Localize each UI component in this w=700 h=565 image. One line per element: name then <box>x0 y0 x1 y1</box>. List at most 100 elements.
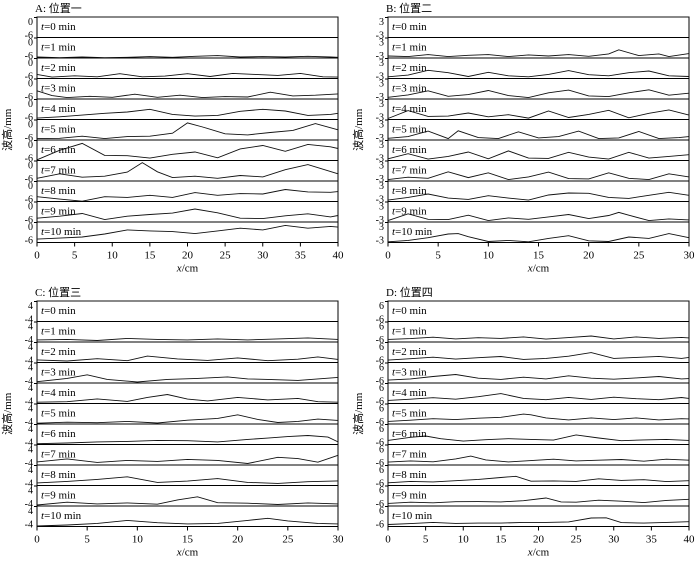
x-axis-label: x/cm <box>176 547 199 559</box>
y-tick-label: 3 <box>379 140 384 151</box>
y-tick-label: -4 <box>25 315 33 326</box>
series-line <box>36 414 339 424</box>
series-label: t=4 min <box>41 103 76 115</box>
y-tick-label: -4 <box>25 417 33 428</box>
y-tick-label: 4 <box>28 363 33 374</box>
y-tick-label: -6 <box>25 215 33 226</box>
series-line <box>36 355 339 362</box>
y-tick-label: 0 <box>28 99 33 110</box>
x-tick-label: 30 <box>684 250 696 262</box>
y-axis-label: 波高/mm <box>351 108 365 151</box>
series-label: t=10 min <box>392 510 433 522</box>
x-tick-label: 15 <box>182 534 194 546</box>
series-line <box>387 211 690 222</box>
y-tick-label: 4 <box>28 424 33 435</box>
y-tick-label: -6 <box>25 236 33 247</box>
series-line <box>387 191 690 201</box>
x-tick-label: 15 <box>495 534 507 546</box>
y-tick-label: -6 <box>376 499 384 510</box>
x-tick-label: 30 <box>257 250 269 262</box>
y-tick-label: -3 <box>376 215 384 226</box>
x-tick-label: 20 <box>533 534 545 546</box>
series-label: t=2 min <box>392 62 427 74</box>
strip-frame <box>36 444 339 466</box>
x-tick-label: 25 <box>633 250 645 262</box>
strip-frame <box>387 119 690 141</box>
x-tick-label: 15 <box>533 250 545 262</box>
x-tick-label: 0 <box>34 250 40 262</box>
series-label: t=1 min <box>41 42 76 54</box>
series-label: t=8 min <box>392 185 427 197</box>
y-tick-label: 0 <box>28 58 33 69</box>
series-label: t=0 min <box>41 305 76 317</box>
series-line <box>387 434 690 442</box>
series-line <box>36 496 339 506</box>
strip-frame <box>36 505 339 527</box>
series-label: t=8 min <box>41 469 76 481</box>
y-tick-label: 0 <box>28 181 33 192</box>
panel-title: C: 位置三 <box>35 285 81 299</box>
series-label: t=6 min <box>392 144 427 156</box>
series-line <box>36 55 339 59</box>
y-tick-label: 0 <box>28 17 33 28</box>
series-line <box>387 109 690 119</box>
y-tick-label: -6 <box>25 51 33 62</box>
y-tick-label: 6 <box>379 424 384 435</box>
strip-frame <box>36 37 339 59</box>
strip-frame <box>387 221 690 243</box>
series-label: t=0 min <box>392 305 427 317</box>
series-label: t=9 min <box>392 490 427 502</box>
y-tick-label: -6 <box>376 458 384 469</box>
y-tick-label: 3 <box>379 202 384 213</box>
y-tick-label: -6 <box>25 113 33 124</box>
strip-frame <box>36 321 339 343</box>
series-line <box>387 393 690 401</box>
series-line <box>387 335 690 340</box>
series-label: t=4 min <box>392 387 427 399</box>
y-tick-label: -4 <box>25 376 33 387</box>
series-line <box>387 475 690 484</box>
series-label: t=7 min <box>41 449 76 461</box>
series-label: t=1 min <box>392 42 427 54</box>
y-tick-label: -3 <box>376 92 384 103</box>
y-tick-label: -6 <box>376 315 384 326</box>
strip-frame <box>387 139 690 161</box>
y-tick-label: -6 <box>376 520 384 531</box>
y-tick-label: 0 <box>28 38 33 49</box>
series-label: t=5 min <box>41 408 76 420</box>
series-label: t=5 min <box>41 124 76 136</box>
x-tick-label: 0 <box>385 250 391 262</box>
y-tick-label: -4 <box>25 356 33 367</box>
series-line <box>387 374 690 381</box>
series-line <box>387 233 690 243</box>
y-tick-label: -4 <box>25 397 33 408</box>
series-label: t=1 min <box>392 326 427 338</box>
series-line <box>387 130 690 140</box>
x-tick-label: 35 <box>295 250 307 262</box>
panel-title: D: 位置四 <box>386 285 433 299</box>
strip-frame <box>36 57 339 79</box>
series-label: t=4 min <box>392 103 427 115</box>
y-tick-label: -6 <box>25 92 33 103</box>
series-label: t=2 min <box>41 62 76 74</box>
strip-frame <box>36 300 339 322</box>
y-tick-label: 0 <box>28 140 33 151</box>
x-tick-label: 15 <box>144 250 156 262</box>
series-line <box>387 49 690 58</box>
y-tick-label: 4 <box>28 506 33 517</box>
x-tick-label: 0 <box>34 534 40 546</box>
x-tick-label: 40 <box>684 534 696 546</box>
y-tick-label: -6 <box>25 195 33 206</box>
y-tick-label: -3 <box>376 154 384 165</box>
y-tick-label: -4 <box>25 499 33 510</box>
series-label: t=9 min <box>41 206 76 218</box>
y-tick-label: 6 <box>379 342 384 353</box>
series-line <box>36 224 339 240</box>
series-line <box>36 189 339 202</box>
y-tick-label: -3 <box>376 133 384 144</box>
y-tick-label: 3 <box>379 38 384 49</box>
x-tick-label: 5 <box>84 534 90 546</box>
y-tick-label: -3 <box>376 72 384 83</box>
